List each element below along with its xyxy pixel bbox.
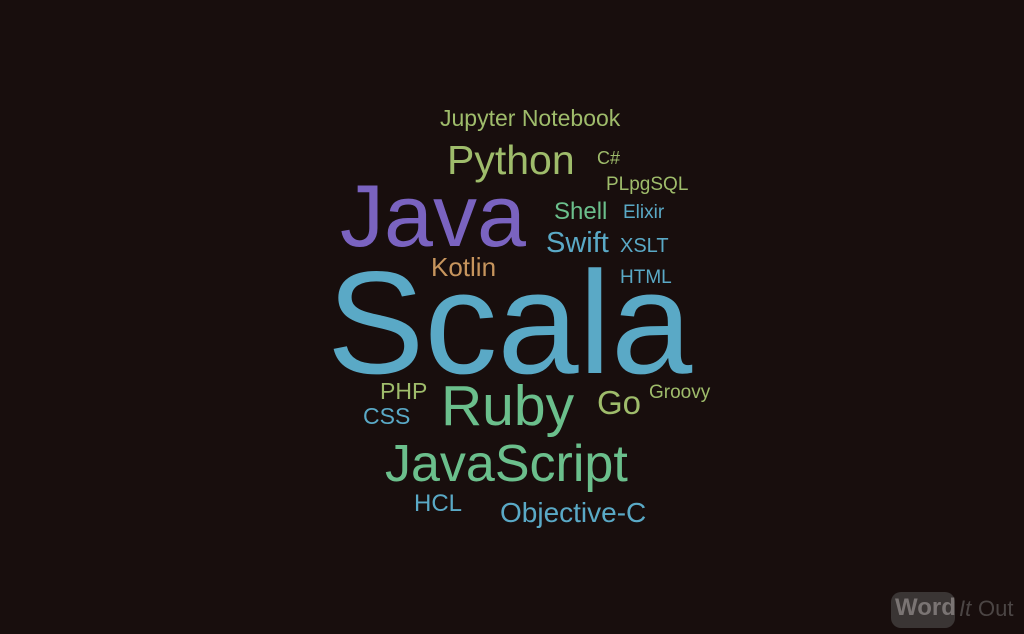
word-plpgsql: PLpgSQL (606, 174, 689, 195)
word-elixir: Elixir (623, 202, 665, 223)
logo-out-text: Out (978, 596, 1014, 621)
wordltout-logo[interactable]: Word It Out (891, 592, 1020, 628)
word-html: HTML (620, 267, 672, 288)
word-css: CSS (363, 403, 411, 429)
word-swift: Swift (546, 227, 609, 259)
word-java: Java (340, 166, 526, 265)
word-xslt: XSLT (620, 235, 669, 257)
word-python: Python (447, 137, 575, 183)
word-javascript: JavaScript (385, 435, 628, 493)
word-hcl: HCL (414, 490, 463, 517)
logo-badge: Word (891, 592, 956, 628)
word-kotlin: Kotlin (431, 252, 497, 282)
word-objective-c: Objective-C (500, 497, 647, 528)
logo-word-text: Word (895, 594, 956, 621)
word-ruby: Ruby (441, 374, 575, 438)
word-scala: Scala (327, 241, 693, 404)
word-shell: Shell (554, 198, 608, 225)
word-csharp: C# (597, 148, 621, 168)
word-go: Go (597, 384, 642, 421)
word-php: PHP (380, 378, 428, 404)
logo-it-text: It (959, 596, 972, 621)
word-jupyter-notebook: Jupyter Notebook (440, 105, 621, 131)
word-groovy: Groovy (649, 382, 711, 403)
